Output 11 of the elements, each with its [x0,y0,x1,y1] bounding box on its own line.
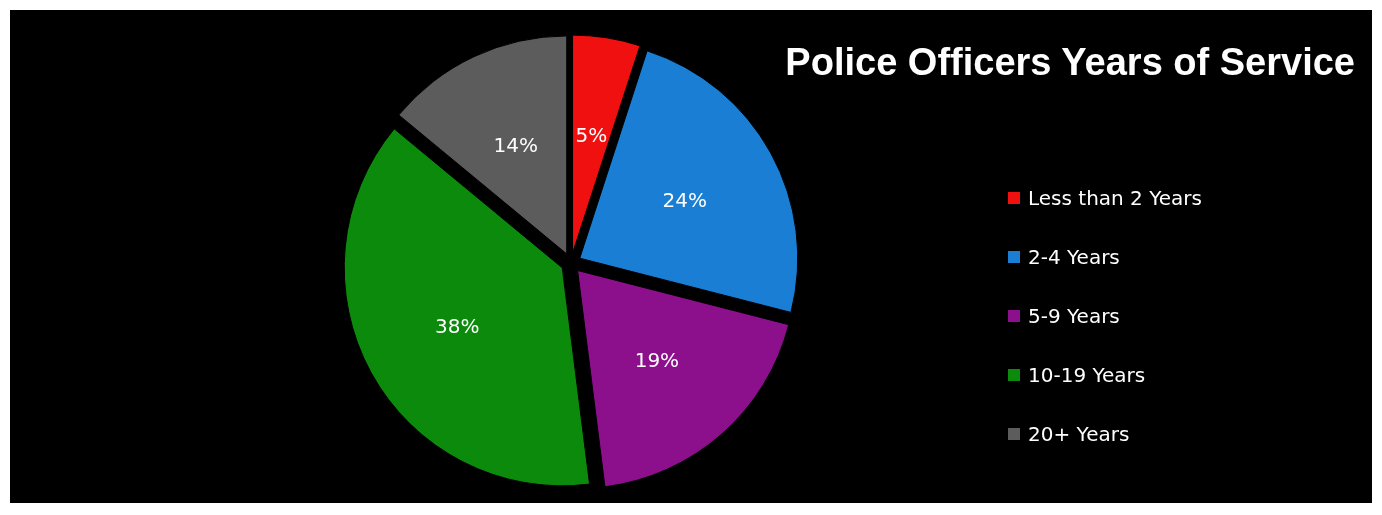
data-label: 24% [662,188,708,213]
chart-title: Police Officers Years of Service [785,41,1355,83]
legend-label: Less than 2 Years [1028,186,1202,210]
data-label: 5% [575,122,608,147]
legend-label: 2-4 Years [1028,245,1120,269]
data-label: 14% [493,133,538,158]
data-label: 38% [434,313,480,338]
legend-label: 10-19 Years [1028,363,1146,387]
legend-label: 20+ Years [1028,422,1130,446]
legend-label: 5-9 Years [1028,304,1120,328]
data-label: 19% [634,348,680,373]
